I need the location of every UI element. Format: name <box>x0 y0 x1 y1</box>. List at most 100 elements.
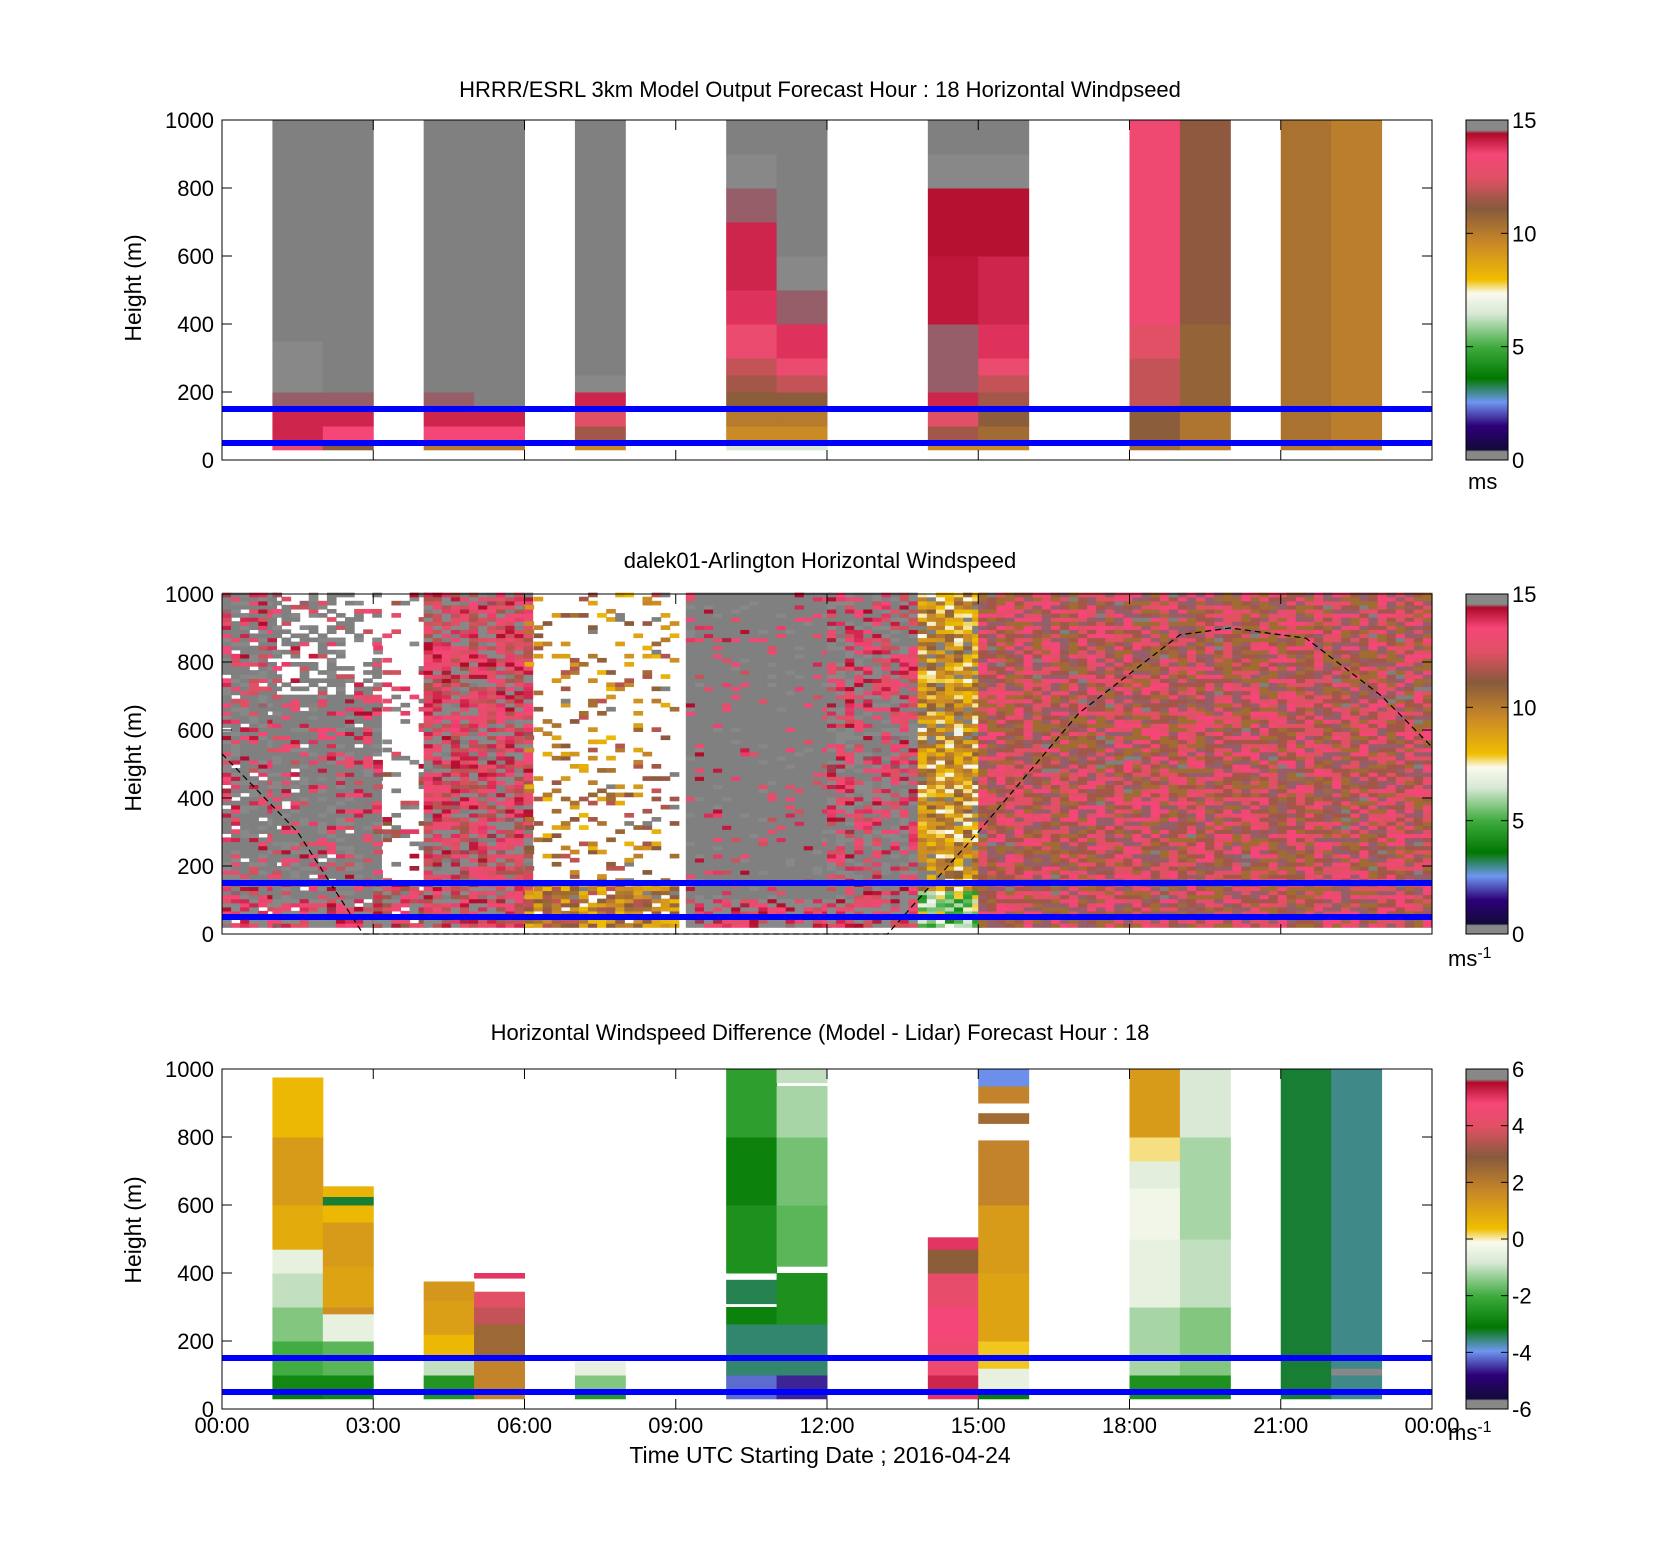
heatmap-cell <box>669 902 680 908</box>
heatmap-cell <box>299 674 310 679</box>
heatmap-cell <box>785 613 796 618</box>
heatmap-cell <box>615 792 625 798</box>
heatmap-cell <box>240 870 250 875</box>
heatmap-cell <box>803 678 814 683</box>
heatmap-cell <box>821 674 832 679</box>
heatmap-cell <box>812 747 823 753</box>
heatmap-cell <box>827 674 837 679</box>
heatmap-cell <box>308 698 319 704</box>
heatmap-cell <box>299 662 310 667</box>
heatmap-cell <box>758 808 769 814</box>
heatmap-cell <box>794 678 805 683</box>
heatmap-cell <box>469 613 479 618</box>
heatmap-cell <box>713 715 723 720</box>
heatmap-cell <box>794 910 805 916</box>
heatmap-cell <box>487 755 497 761</box>
heatmap-cell <box>606 886 616 892</box>
heatmap-cell <box>803 833 814 839</box>
heatmap-cell <box>514 641 525 647</box>
heatmap-cell <box>606 682 616 688</box>
heatmap-cell <box>423 886 434 892</box>
heatmap-cell <box>685 812 696 818</box>
heatmap-cell <box>881 613 892 618</box>
heatmap-cell <box>899 625 910 630</box>
heatmap-cell <box>432 747 443 753</box>
heatmap-cell <box>290 894 301 900</box>
heatmap-cell <box>776 596 787 602</box>
heatmap-cell <box>432 849 443 855</box>
heatmap-cell <box>854 735 864 741</box>
heatmap-cell <box>615 919 625 924</box>
heatmap-cell <box>231 613 241 618</box>
heatmap-cell <box>272 841 283 847</box>
heatmap-cell <box>881 706 892 712</box>
heatmap-cell <box>872 617 883 622</box>
heatmap-cell <box>317 866 328 871</box>
heatmap-cell <box>685 653 696 659</box>
heatmap-cell <box>890 764 901 769</box>
heatmap-cell <box>785 853 796 859</box>
heatmap-cell <box>872 629 883 635</box>
heatmap-cell <box>240 613 250 618</box>
heatmap-cell <box>372 666 382 671</box>
heatmap-cell <box>478 870 488 875</box>
heatmap-cell <box>308 890 319 896</box>
heatmap-cell <box>487 898 497 904</box>
heatmap-cell <box>845 653 855 659</box>
heatmap-cell <box>812 690 823 696</box>
heatmap-cell <box>423 674 434 679</box>
heatmap-cell <box>258 649 268 655</box>
heatmap-cell <box>812 735 823 741</box>
heatmap-cell <box>441 747 452 753</box>
heatmap-cell <box>496 735 506 741</box>
heatmap-cell <box>803 596 814 602</box>
heatmap-cell <box>249 796 259 802</box>
heatmap-cell <box>391 751 402 757</box>
heatmap-cell <box>441 670 452 675</box>
heatmap-cell <box>703 674 714 679</box>
heatmap-cell <box>758 682 769 688</box>
heatmap-cell <box>703 870 714 875</box>
heatmap-cell <box>423 837 434 843</box>
heatmap-cell <box>836 776 846 781</box>
heatmap-cell <box>281 923 292 928</box>
heatmap-cell <box>821 637 832 643</box>
heatmap-cell <box>450 694 461 700</box>
heatmap-cell <box>533 727 544 732</box>
heatmap-cell <box>423 596 434 602</box>
heatmap-cell <box>308 743 319 749</box>
heatmap-cell <box>812 833 823 839</box>
heatmap-cell <box>803 837 814 843</box>
heatmap-cell <box>418 776 429 781</box>
heatmap-cell <box>249 723 259 728</box>
heatmap-cell <box>231 817 241 822</box>
heatmap-cell <box>514 776 525 781</box>
heatmap-cell <box>363 772 373 777</box>
heatmap-cell <box>258 670 268 675</box>
heatmap-cell <box>722 759 732 765</box>
heatmap-cell <box>758 617 769 622</box>
heatmap-cell <box>514 604 525 610</box>
heatmap-cell <box>881 919 892 924</box>
heatmap-cell <box>222 841 232 847</box>
heatmap-cell <box>863 866 873 871</box>
heatmap-cell <box>249 604 259 610</box>
heatmap-cell <box>881 821 892 826</box>
heatmap-cell <box>459 666 470 671</box>
heatmap-cell <box>272 796 283 802</box>
heatmap-cell <box>836 849 846 855</box>
heatmap-cell <box>345 837 355 843</box>
heatmap-cell <box>978 375 1030 393</box>
heatmap-cell <box>267 821 278 826</box>
heatmap-cell <box>272 358 324 393</box>
heatmap-cell <box>249 592 259 598</box>
heatmap-cell <box>290 870 301 875</box>
heatmap-cell <box>372 821 382 826</box>
heatmap-cell <box>821 613 832 618</box>
heatmap-cell <box>354 890 364 896</box>
heatmap-cell <box>459 808 470 814</box>
heatmap-cell <box>222 829 232 834</box>
heatmap-cell <box>588 919 598 924</box>
heatmap-cell <box>372 853 382 859</box>
heatmap-cell <box>423 780 434 785</box>
